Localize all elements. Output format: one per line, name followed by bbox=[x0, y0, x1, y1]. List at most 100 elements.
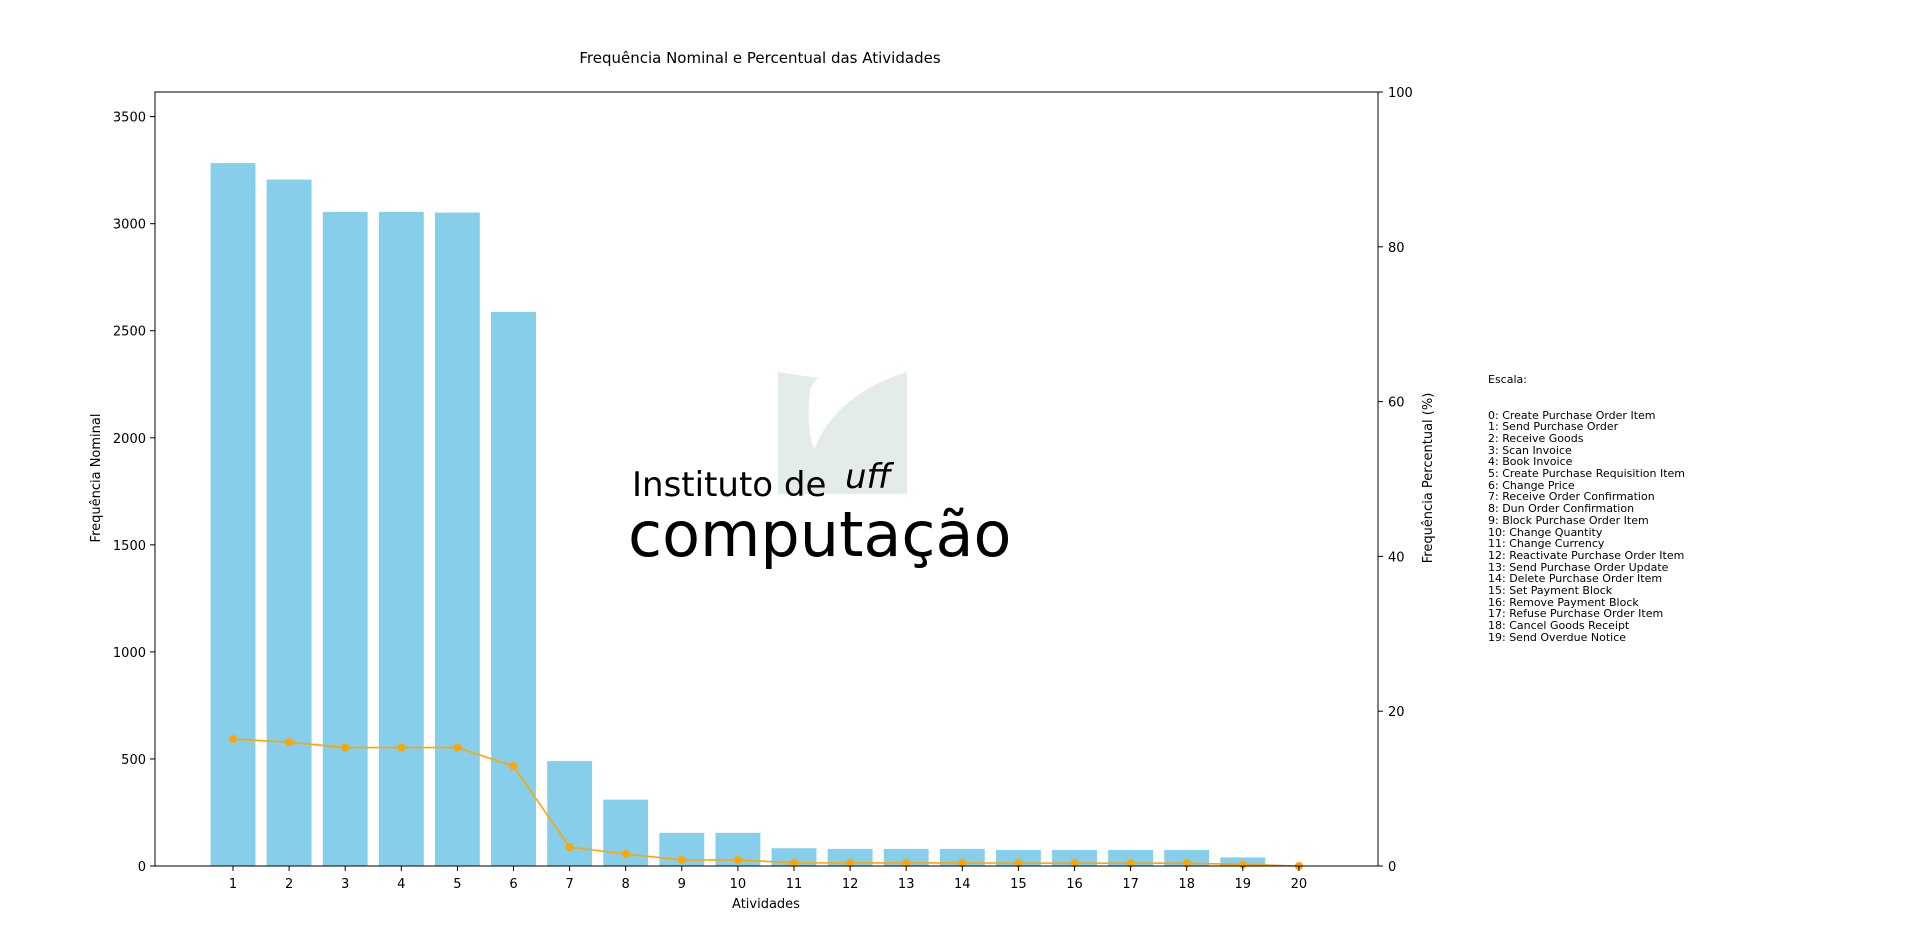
x-tick-label: 3 bbox=[341, 877, 349, 892]
y-tick-label: 2000 bbox=[113, 432, 146, 447]
legend-entry: 13: Send Purchase Order Update bbox=[1488, 560, 1669, 574]
bar-12 bbox=[827, 848, 873, 866]
bar-3 bbox=[322, 211, 368, 866]
y2-tick-label: 80 bbox=[1388, 241, 1405, 256]
percent-line-series bbox=[229, 735, 1303, 870]
percent-point-5 bbox=[453, 743, 462, 752]
percent-point-13 bbox=[902, 858, 911, 867]
percent-point-7 bbox=[565, 843, 574, 852]
chart-title: Frequência Nominal e Percentual das Ativ… bbox=[579, 49, 940, 67]
bar-2 bbox=[266, 179, 312, 866]
legend-title: Escala: bbox=[1488, 373, 1527, 387]
percent-point-14 bbox=[958, 858, 967, 867]
y-tick-label: 2500 bbox=[113, 325, 146, 340]
legend-entry: 18: Cancel Goods Receipt bbox=[1488, 619, 1630, 633]
x-tick-label: 17 bbox=[1122, 877, 1139, 892]
x-tick-label: 5 bbox=[453, 877, 461, 892]
x-tick-label: 9 bbox=[678, 877, 686, 892]
watermark-line2: computação bbox=[628, 498, 1011, 571]
bar-series bbox=[210, 163, 1266, 867]
percent-point-8 bbox=[621, 850, 630, 858]
y2-axis-ticks: 0 20 40 60 80 100 bbox=[1378, 86, 1413, 875]
bar-5 bbox=[434, 212, 480, 867]
percent-point-16 bbox=[1070, 859, 1079, 868]
watermark-logo-text: uff bbox=[845, 457, 895, 497]
y-tick-label: 0 bbox=[138, 860, 146, 875]
x-tick-label: 6 bbox=[509, 877, 517, 892]
legend-entry: 17: Refuse Purchase Order Item bbox=[1488, 607, 1664, 621]
x-tick-label: 13 bbox=[898, 877, 915, 892]
bar-14 bbox=[939, 848, 985, 866]
x-tick-label: 14 bbox=[954, 877, 971, 892]
x-tick-label: 4 bbox=[397, 877, 405, 892]
legend-entry: 6: Change Price bbox=[1488, 478, 1575, 492]
y2-tick-label: 20 bbox=[1388, 705, 1405, 720]
legend-entries: 0: Create Purchase Order Item 1: Send Pur… bbox=[1488, 408, 1685, 644]
percent-point-4 bbox=[397, 743, 406, 752]
percent-point-12 bbox=[846, 858, 855, 867]
bar-1 bbox=[210, 163, 256, 866]
legend-entry: 11: Change Currency bbox=[1488, 537, 1605, 551]
percent-point-3 bbox=[341, 743, 350, 752]
y-tick-label: 500 bbox=[121, 753, 146, 768]
percent-point-1 bbox=[229, 735, 237, 744]
legend-entry: 4: Book Invoice bbox=[1488, 455, 1573, 469]
x-tick-label: 8 bbox=[622, 877, 630, 892]
percent-point-2 bbox=[285, 738, 294, 747]
legend: Escala: 0: Create Purchase Order Item 1: … bbox=[1488, 351, 1685, 667]
x-tick-label: 19 bbox=[1235, 877, 1252, 892]
x-tick-label: 20 bbox=[1291, 877, 1308, 892]
y2-tick-label: 40 bbox=[1388, 550, 1405, 565]
y-tick-label: 3500 bbox=[113, 111, 146, 126]
x-axis-label: Atividades bbox=[732, 897, 800, 912]
y2-tick-label: 100 bbox=[1388, 86, 1413, 101]
percent-point-10 bbox=[733, 855, 742, 864]
x-tick-label: 2 bbox=[285, 877, 293, 892]
legend-entry: 3: Scan Invoice bbox=[1488, 443, 1572, 457]
y-axis-ticks: 0 500 1000 1500 2000 2500 3000 3500 bbox=[113, 111, 155, 875]
x-tick-label: 12 bbox=[842, 877, 859, 892]
y2-axis-label: Frequência Percentual (%) bbox=[1421, 393, 1436, 564]
percent-point-15 bbox=[1014, 859, 1023, 868]
legend-entry: 7: Receive Order Confirmation bbox=[1488, 490, 1655, 504]
percent-point-18 bbox=[1182, 859, 1191, 868]
percent-point-9 bbox=[677, 855, 686, 864]
watermark-logo: uff Instituto de computação bbox=[628, 372, 1011, 571]
x-tick-label: 1 bbox=[229, 877, 237, 892]
x-tick-label: 18 bbox=[1178, 877, 1195, 892]
legend-entry: 12: Reactivate Purchase Order Item bbox=[1488, 548, 1685, 562]
legend-entry: 10: Change Quantity bbox=[1488, 525, 1603, 539]
x-tick-label: 11 bbox=[786, 877, 803, 892]
percent-point-6 bbox=[509, 762, 518, 771]
legend-entry: 14: Delete Purchase Order Item bbox=[1488, 572, 1663, 586]
y2-tick-label: 60 bbox=[1388, 396, 1405, 411]
legend-entry: 0: Create Purchase Order Item bbox=[1488, 408, 1656, 422]
y-tick-label: 3000 bbox=[113, 218, 146, 233]
y-axis-label: Frequência Nominal bbox=[89, 414, 104, 543]
legend-entry: 16: Remove Payment Block bbox=[1488, 595, 1639, 609]
watermark-logo-shape bbox=[778, 372, 907, 494]
legend-entry: 19: Send Overdue Notice bbox=[1488, 630, 1627, 644]
legend-entry: 8: Dun Order Confirmation bbox=[1488, 502, 1635, 516]
bar-17 bbox=[1108, 849, 1154, 866]
bar-15 bbox=[995, 849, 1041, 866]
bar-18 bbox=[1164, 849, 1210, 866]
bar-4 bbox=[378, 211, 424, 866]
plot-frame bbox=[154, 91, 1379, 867]
x-axis-ticks: 1 2 3 4 5 6 7 8 9 10 11 12 13 14 15 16 17 18 19 20 bbox=[229, 866, 1307, 892]
percent-point-17 bbox=[1126, 859, 1135, 868]
bar-13 bbox=[883, 848, 929, 866]
y2-tick-label: 0 bbox=[1388, 860, 1396, 875]
percent-point-11 bbox=[790, 858, 798, 867]
legend-entry: 1: Send Purchase Order bbox=[1488, 420, 1619, 434]
percent-line bbox=[232, 738, 1299, 867]
legend-entry: 2: Receive Goods bbox=[1488, 431, 1584, 445]
watermark-line1: Instituto de bbox=[632, 465, 826, 505]
legend-entry: 9: Block Purchase Order Item bbox=[1488, 513, 1649, 527]
x-tick-label: 15 bbox=[1010, 877, 1027, 892]
bar-16 bbox=[1052, 849, 1097, 866]
y-tick-label: 1500 bbox=[113, 539, 146, 554]
x-tick-label: 16 bbox=[1066, 877, 1083, 892]
